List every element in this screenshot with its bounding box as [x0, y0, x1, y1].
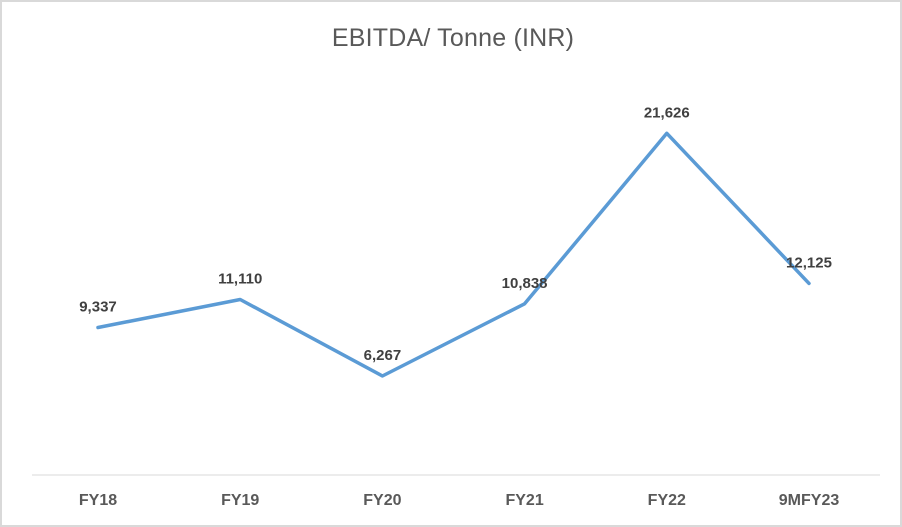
x-tick-label-FY19: FY19 — [221, 492, 259, 509]
data-label-FY22: 21,626 — [644, 104, 690, 121]
x-tick-label-FY22: FY22 — [648, 492, 686, 509]
data-label-FY18: 9,337 — [79, 299, 117, 316]
data-label-FY19: 11,110 — [218, 271, 262, 288]
ebitda-series-line — [96, 131, 811, 378]
x-tick-label-FY18: FY18 — [79, 492, 117, 509]
data-label-FY21: 10,838 — [502, 275, 548, 292]
x-tick-label-9MFY23: 9MFY23 — [779, 492, 840, 509]
data-label-9MFY23: 12,125 — [786, 254, 832, 271]
x-tick-label-FY21: FY21 — [505, 492, 543, 509]
x-tick-label-FY20: FY20 — [363, 492, 401, 509]
data-label-FY20: 6,267 — [364, 347, 402, 364]
chart-title: EBITDA/ Tonne (INR) — [331, 24, 575, 52]
